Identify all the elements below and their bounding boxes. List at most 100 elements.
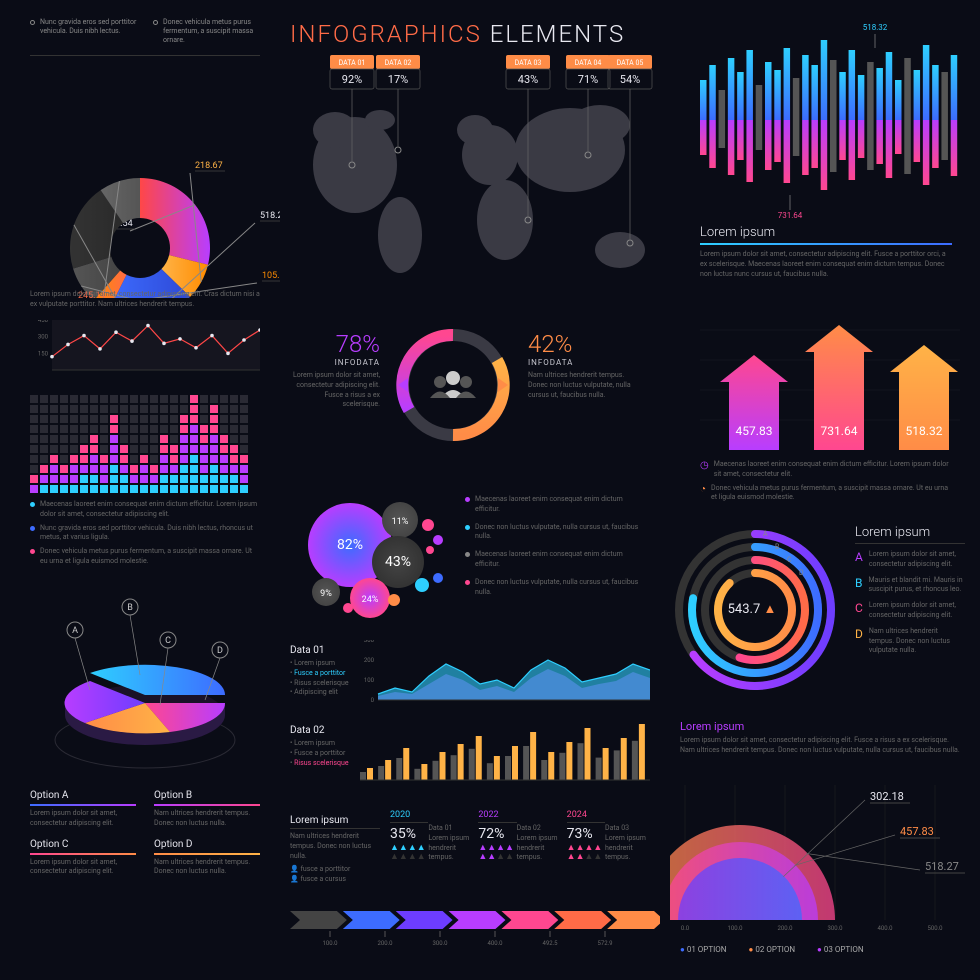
- option-text: Lorem ipsum dolor sit amet, consectetur …: [30, 809, 136, 829]
- svg-text:150: 150: [38, 350, 49, 357]
- option-label: Option D: [154, 839, 260, 850]
- chart-label: Data 02: [290, 725, 355, 736]
- svg-text:518.32: 518.32: [906, 424, 943, 438]
- svg-text:731.64: 731.64: [778, 211, 803, 220]
- options-grid: Option A Lorem ipsum dolor sit amet, cons…: [30, 790, 260, 877]
- section-heading: Lorem ipsum: [855, 525, 965, 540]
- svg-text:731.64: 731.64: [821, 424, 858, 438]
- svg-text:105.32: 105.32: [262, 271, 280, 281]
- legend-dot: [30, 549, 35, 554]
- section-desc: Lorem ipsum dolor sit amet, consectetur …: [700, 250, 952, 279]
- split-ring-chart: [388, 320, 518, 450]
- pct-desc: Lorem ipsum dolor sit amet, consectetur …: [290, 371, 380, 410]
- option-item: Option D Nam ultrices hendrerit tempus. D…: [154, 839, 260, 878]
- section-heading: Lorem ipsum: [290, 815, 380, 829]
- legend-text: Lorem ipsum dolor sit amet, consectetur …: [869, 550, 965, 570]
- eq-legend: Maecenas laoreet enim consequat enim dic…: [30, 500, 260, 571]
- svg-text:300.0: 300.0: [827, 925, 843, 932]
- svg-text:100.0: 100.0: [727, 925, 743, 932]
- svg-text:518.32: 518.32: [863, 23, 888, 32]
- bubble-chart: 82%11%43%9%24%: [290, 490, 455, 625]
- timeline-arrow: 100.0200.0300.0400.0492.5572.9: [290, 905, 660, 950]
- svg-text:B: B: [127, 603, 133, 613]
- pct-value: 42%: [528, 330, 638, 358]
- svg-text:DATA 05: DATA 05: [617, 59, 644, 67]
- bullet-text: Nunc gravida eros sed porttitor vehicula…: [40, 18, 137, 36]
- title-word-b: ELEMENTS: [490, 20, 625, 48]
- legend-text: Maecenas laoreet enim consequat enim dic…: [714, 460, 952, 480]
- svg-text:A: A: [763, 530, 768, 538]
- donut-footer: Lorem ipsum dolor sit amet, consectetur …: [30, 290, 260, 310]
- pct-value: 78%: [290, 330, 380, 358]
- half-circles-caption: Lorem ipsum Lorem ipsum dolor sit amet, …: [680, 720, 960, 756]
- legend-key: C: [855, 601, 863, 621]
- area-legend: Data 01 • Lorem ipsum• Fusce a porttitor…: [290, 645, 355, 698]
- legend-dot: [465, 525, 470, 530]
- legend-item: ● 02 OPTION: [749, 945, 796, 954]
- svg-text:DATA 04: DATA 04: [575, 59, 602, 67]
- legend-text: Donec non luctus vulputate, nulla cursus…: [475, 523, 645, 543]
- svg-text:200.0: 200.0: [777, 925, 793, 932]
- half-circles-chart: 0.0100.0200.0300.0400.0500.0 302.18457.8…: [670, 765, 970, 940]
- option-text: Lorem ipsum dolor sit amet, consectetur …: [30, 858, 136, 878]
- bar2-legend: Data 02 • Lorem ipsum• Fusce a porttitor…: [290, 725, 355, 768]
- eq-grid-chart: [30, 395, 260, 495]
- mirror-bar-chart: 518.32 731.64: [700, 20, 960, 220]
- legend-dot: [30, 526, 35, 531]
- option-item: Option C Lorem ipsum dolor sit amet, cons…: [30, 839, 136, 878]
- legend-text: Mauris et blandit mi. Mauris in suscipit…: [868, 576, 965, 596]
- svg-text:17%: 17%: [388, 73, 408, 86]
- legend-text: Maecenas laoreet enim consequat enim dic…: [40, 500, 260, 520]
- pct-label: INFODATA: [290, 358, 380, 367]
- legend-dot: [465, 580, 470, 585]
- people-col: 202035%▲▲▲▲▲▲▲▲: [390, 810, 428, 864]
- svg-text:82%: 82%: [337, 537, 363, 553]
- option-label: Option C: [30, 839, 136, 850]
- svg-text:302.18: 302.18: [870, 790, 904, 803]
- svg-text:0.0: 0.0: [681, 925, 690, 932]
- top-bullets: Nunc gravida eros sed porttitor vehicula…: [30, 18, 260, 49]
- legend-text: Donec non luctus vulputate, nulla cursus…: [475, 578, 645, 598]
- radial-center-value: 543.7 ▲: [728, 602, 777, 617]
- arrows-chart: 457.83731.64518.32: [700, 300, 960, 460]
- svg-text:DATA 02: DATA 02: [385, 59, 412, 67]
- donut-chart: 743.54218.67518.27105.32225.73522.07245.…: [20, 68, 280, 298]
- svg-text:492.5: 492.5: [542, 940, 558, 947]
- split-right: 42% INFODATA Nam ultrices hendrerit temp…: [528, 330, 638, 400]
- svg-text:A: A: [72, 626, 78, 636]
- svg-text:572.9: 572.9: [597, 940, 612, 947]
- bullet-icon: [30, 20, 35, 25]
- svg-text:11%: 11%: [392, 517, 409, 527]
- pct-desc: Nam ultrices hendrerit tempus. Donec non…: [528, 371, 638, 400]
- legend-key: D: [855, 627, 863, 656]
- svg-text:DATA 01: DATA 01: [339, 59, 366, 67]
- legend-item: ● 01 OPTION: [680, 945, 727, 954]
- legend-key: B: [855, 576, 862, 596]
- sparkline-chart: 150300450: [30, 320, 260, 380]
- legend-dot: [465, 552, 470, 557]
- svg-text:24%: 24%: [362, 595, 379, 605]
- svg-text:200: 200: [364, 657, 375, 664]
- legend-text: Donec vehicula metus purus fermentum, a …: [40, 547, 260, 567]
- option-label: Option A: [30, 790, 136, 801]
- section-heading: Lorem ipsum: [680, 720, 960, 733]
- legend-text: Nam ultrices hendrerit tempus. Donec non…: [869, 627, 965, 656]
- arrows-legend: ◷ Maecenas laoreet enim consequat enim di…: [700, 460, 952, 507]
- legend-icon: ◷: [700, 460, 709, 471]
- svg-text:B: B: [775, 543, 779, 551]
- legend-item: ● 03 OPTION: [817, 945, 864, 954]
- people-intro: Lorem ipsum Nam ultrices hendrerit tempu…: [290, 815, 380, 885]
- legend-dot: [30, 502, 35, 507]
- option-label: Option B: [154, 790, 260, 801]
- mirror-bars-caption: Lorem ipsum Lorem ipsum dolor sit amet, …: [700, 225, 952, 279]
- svg-text:300: 300: [38, 334, 49, 341]
- svg-text:71%: 71%: [578, 73, 598, 86]
- svg-text:200.0: 200.0: [377, 940, 393, 947]
- people-col-label: Data 01Lorem ipsum hendrerit tempus.: [428, 810, 478, 864]
- bar2-chart: [360, 720, 650, 790]
- option-text: Nam ultrices hendrerit tempus. Donec non…: [154, 858, 260, 878]
- title-word-a: INFOGRAPHICS: [290, 20, 482, 48]
- svg-text:D: D: [799, 569, 804, 577]
- section-desc: Lorem ipsum dolor sit amet, consectetur …: [680, 736, 960, 756]
- section-desc: Nam ultrices hendrerit tempus. Donec non…: [290, 832, 380, 861]
